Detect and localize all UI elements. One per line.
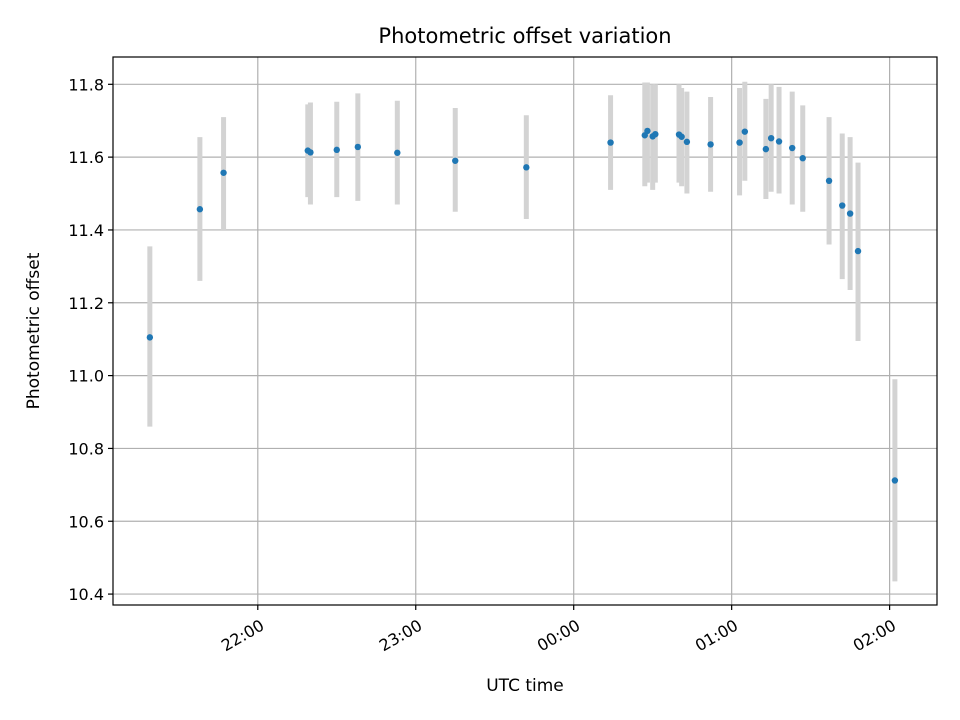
chart-title: Photometric offset variation: [378, 24, 671, 48]
grid-lines: [113, 57, 937, 605]
data-point: [767, 134, 775, 142]
data-point: [146, 334, 154, 341]
data-point: [220, 169, 227, 176]
data-point: [825, 177, 833, 185]
x-axis-label: UTC time: [486, 676, 564, 696]
data-point: [523, 164, 530, 171]
data-point: [707, 141, 714, 148]
data-point: [452, 157, 459, 164]
y-tick-label: 10.4: [68, 585, 104, 604]
x-tick-label: 02:00: [850, 616, 899, 656]
data-point: [354, 143, 362, 151]
data-point: [775, 138, 783, 145]
data-point: [394, 149, 401, 156]
data-point: [678, 133, 685, 140]
x-axis-ticks: 22:00 23:00 00:00 01:00 02:00: [218, 605, 899, 655]
data-point: [891, 477, 899, 484]
plot-frame: [112, 56, 938, 606]
y-tick-label: 10.6: [68, 512, 104, 531]
data-point: [607, 139, 614, 146]
y-tick-label: 10.8: [68, 439, 104, 458]
x-tick-label: 01:00: [692, 616, 741, 656]
data-point: [799, 155, 806, 162]
y-tick-label: 11.0: [68, 367, 104, 386]
y-axis-ticks: 10.4 10.6 10.8 11.0 11.2 11.4 11.6 11.8: [68, 75, 113, 604]
data-point: [307, 149, 314, 156]
y-tick-label: 11.6: [68, 148, 104, 167]
data-point: [762, 145, 770, 153]
y-tick-label: 11.4: [68, 221, 104, 240]
y-tick-label: 11.8: [68, 75, 104, 94]
data-point: [736, 139, 743, 146]
data-point: [652, 130, 659, 138]
data-point: [854, 247, 862, 255]
y-tick-label: 11.2: [68, 294, 104, 313]
x-tick-label: 22:00: [218, 616, 267, 656]
data-point: [839, 202, 846, 209]
y-axis-label: Photometric offset: [24, 252, 44, 409]
x-tick-label: 00:00: [534, 616, 583, 656]
data-point: [741, 128, 749, 135]
data-point: [196, 206, 204, 213]
data-point: [333, 146, 340, 154]
data-point: [789, 144, 796, 152]
data-point: [846, 210, 854, 217]
data-point: [683, 138, 691, 146]
data-points: [146, 127, 899, 484]
data-point: [644, 127, 651, 135]
x-tick-label: 23:00: [376, 616, 425, 656]
